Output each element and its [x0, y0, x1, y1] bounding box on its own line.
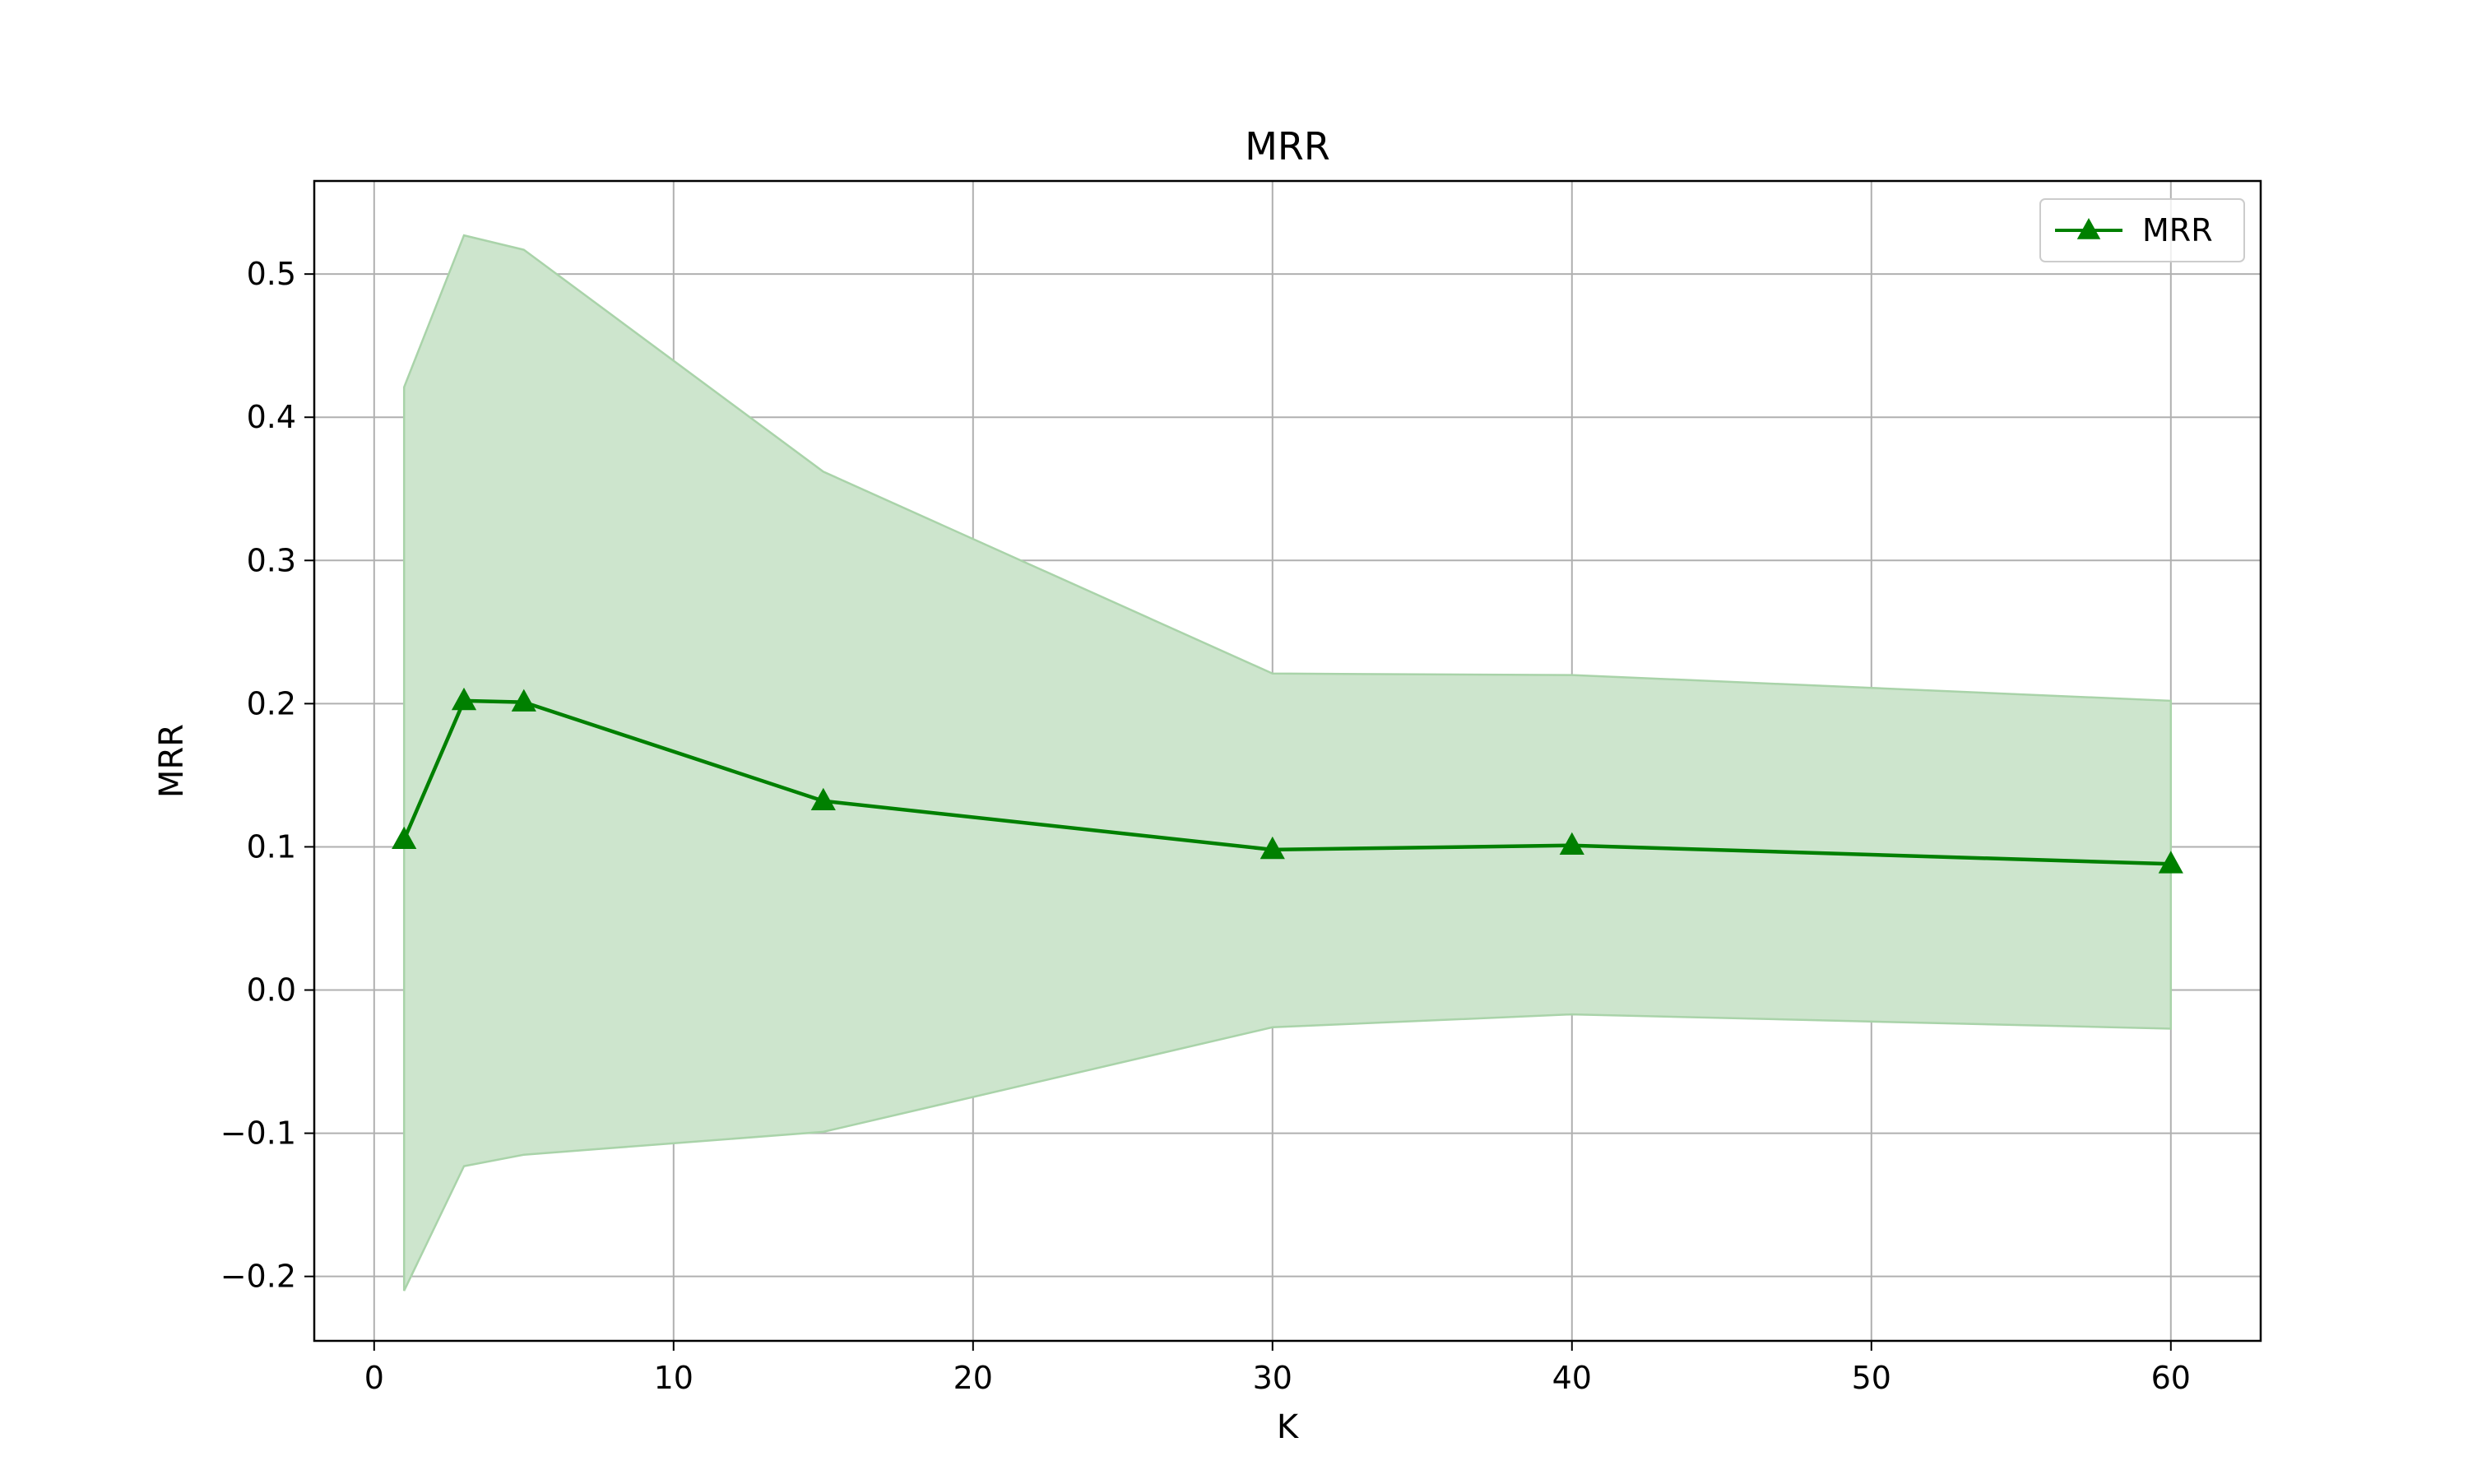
data-point-marker [1260, 836, 1285, 860]
series-marker-layer [392, 687, 2183, 874]
legend-box [2039, 198, 2245, 262]
x-tick-label: 60 [2151, 1360, 2191, 1396]
data-point-marker [511, 689, 536, 712]
data-point-marker [810, 787, 836, 811]
x-tick-label: 30 [1253, 1360, 1292, 1396]
data-point-marker [1559, 832, 1584, 856]
legend-label: MRR [2142, 212, 2213, 248]
legend: MRR [2039, 198, 2245, 262]
y-tick-label: 0.1 [247, 828, 296, 865]
y-tick-label: 0.5 [247, 256, 296, 292]
x-tick-label: 50 [1852, 1360, 1891, 1396]
confidence-band-layer [402, 234, 2173, 1292]
y-axis-ticks: −0.2 −0.1 0.0 0.1 0.2 0.3 0.4 0.5 [220, 256, 314, 1295]
x-tick-label: 10 [654, 1360, 694, 1396]
y-tick-label: −0.2 [220, 1259, 296, 1295]
confidence-band [402, 234, 2173, 1292]
y-tick-label: 0.2 [247, 685, 296, 721]
data-point-marker [451, 687, 477, 711]
chart-title: MRR [1245, 124, 1330, 169]
y-tick-label: 0.3 [247, 542, 296, 578]
y-axis-label: MRR [153, 724, 191, 798]
plot-frame [313, 179, 2262, 1343]
y-tick-label: 0.0 [247, 972, 296, 1009]
x-axis-ticks: 0 10 20 30 40 50 60 [364, 1341, 2191, 1396]
x-tick-label: 0 [364, 1360, 384, 1396]
legend-triangle-marker-icon [2076, 218, 2101, 239]
data-point-marker [2158, 851, 2183, 874]
data-point-marker [392, 826, 417, 850]
y-tick-label: 0.4 [247, 399, 296, 435]
y-tick-label: −0.1 [220, 1115, 296, 1152]
x-tick-label: 20 [953, 1360, 993, 1396]
x-axis-label: K [1277, 1408, 1300, 1446]
x-tick-label: 40 [1552, 1360, 1592, 1396]
